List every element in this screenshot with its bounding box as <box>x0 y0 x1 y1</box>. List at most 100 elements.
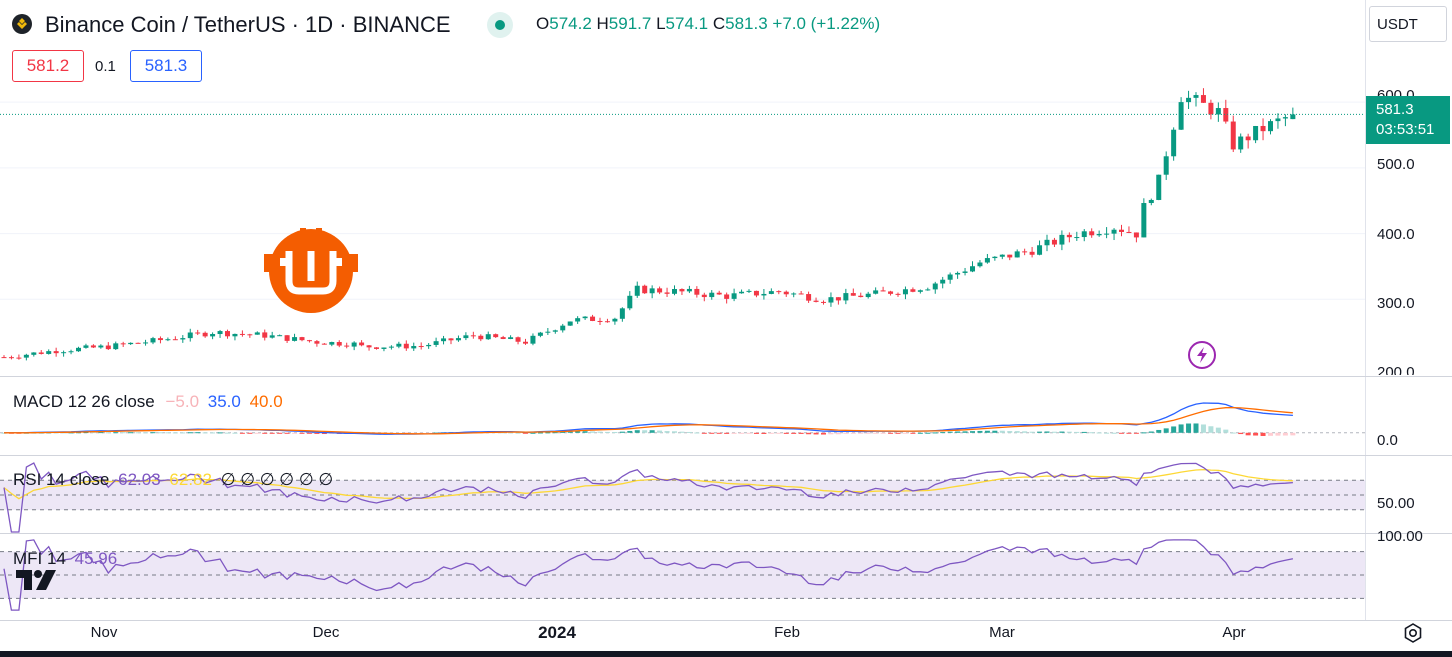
candle-body <box>98 345 104 348</box>
candle-body <box>172 339 178 341</box>
macd-histogram-bar <box>1141 432 1147 434</box>
settings-gear-icon[interactable] <box>1403 623 1423 643</box>
macd-histogram-bar <box>232 432 238 434</box>
candle-body <box>672 289 677 294</box>
candle-body <box>1059 234 1065 245</box>
macd-histogram-bar <box>806 432 812 435</box>
ohlc-readout: O574.2 H591.7 L574.1 C581.3 +7.0 (+1.22%… <box>536 14 881 33</box>
candle-body <box>1037 245 1043 255</box>
buy-button[interactable]: 581.3 <box>130 50 202 82</box>
macd-histogram-bar <box>225 432 230 434</box>
candle-body <box>441 338 447 342</box>
macd-histogram-bar <box>679 431 685 433</box>
candle-body <box>269 335 275 338</box>
macd-histogram-bar <box>247 432 253 434</box>
candle-body <box>187 332 193 339</box>
candle-body <box>627 295 633 309</box>
macd-signal-line <box>4 406 1293 435</box>
candle-body <box>523 341 528 344</box>
macd-histogram-bar <box>791 432 797 434</box>
candle-body <box>128 342 134 345</box>
macd-histogram-bar <box>90 432 96 434</box>
candle-body <box>1156 174 1162 200</box>
macd-histogram-bar <box>739 432 745 434</box>
candle-body <box>426 344 432 347</box>
pane-separator-rsi[interactable] <box>0 455 1452 456</box>
candle-body <box>940 279 946 284</box>
macd-histogram-bar <box>1074 431 1080 433</box>
macd-histogram-bar <box>1059 431 1065 433</box>
candle-body <box>225 331 230 337</box>
macd-histogram-bar <box>992 430 998 433</box>
candle-body <box>828 297 834 303</box>
candle-body <box>619 308 625 319</box>
candle-body <box>567 321 573 326</box>
macd-histogram-bar <box>1223 429 1229 433</box>
candle-body <box>381 347 387 349</box>
sell-button[interactable]: 581.2 <box>12 50 84 82</box>
price-axis-border <box>1365 0 1366 620</box>
macd-histogram-bar <box>709 432 715 434</box>
macd-histogram-bar <box>284 432 290 434</box>
candle-body <box>388 346 394 348</box>
macd-legend[interactable]: MACD 12 26 close −5.0 35.0 40.0 <box>13 392 283 412</box>
candle-body <box>8 357 14 359</box>
macd-histogram-bar <box>1282 432 1288 436</box>
macd-histogram-bar <box>321 432 327 435</box>
candle-body <box>880 290 886 292</box>
time-axis-label: 2024 <box>538 623 576 642</box>
candle-body <box>321 343 327 345</box>
time-axis-label: Mar <box>989 624 1015 641</box>
macd-histogram-bar <box>1096 432 1102 434</box>
candle-body <box>597 320 603 322</box>
macd-histogram-bar <box>746 432 752 434</box>
candle-body <box>292 337 298 341</box>
rsi-legend[interactable]: RSI 14 close 62.03 62.82 ∅ ∅ ∅ ∅ ∅ ∅ <box>13 470 333 490</box>
macd-histogram-bar <box>1186 423 1192 433</box>
candle-body <box>537 332 543 336</box>
candle-body <box>686 288 692 292</box>
macd-histogram-bar <box>1104 432 1110 434</box>
macd-histogram-bar <box>217 432 223 434</box>
candle-body <box>888 291 894 294</box>
tradingview-logo[interactable] <box>14 566 66 594</box>
macd-histogram-bar <box>962 431 968 433</box>
macd-histogram-bar <box>925 432 931 434</box>
candle-body <box>1268 121 1273 132</box>
candle-body <box>716 292 722 295</box>
currency-selector[interactable]: USDT <box>1369 6 1447 42</box>
macd-histogram-bar <box>239 432 245 434</box>
macd-histogram-bar <box>172 432 178 434</box>
macd-histogram-bar <box>187 432 193 434</box>
candle-body <box>433 341 439 345</box>
macd-histogram-bar <box>761 432 767 434</box>
bar-countdown: 03:53:51 <box>1376 121 1435 138</box>
candle-body <box>478 335 484 340</box>
candle-body <box>612 318 618 322</box>
mfi-legend[interactable]: MFI 14 45.96 <box>13 549 117 569</box>
symbol-title[interactable]: Binance Coin / TetherUS · 1D · BINANCE <box>45 12 451 37</box>
macd-histogram-bar <box>262 432 268 434</box>
macd-histogram-bar <box>850 432 856 434</box>
candle-body <box>120 343 126 345</box>
candle-body <box>1148 199 1154 204</box>
candle-body <box>955 272 961 275</box>
chart-canvas[interactable] <box>0 0 1365 620</box>
candle-body <box>1022 251 1028 253</box>
macd-histogram-bar <box>1014 431 1020 433</box>
lightning-icon[interactable] <box>1187 340 1217 370</box>
candle-body <box>1089 231 1095 236</box>
candle-body <box>46 351 52 354</box>
candle-body <box>105 345 111 350</box>
candle-body <box>396 343 402 347</box>
candle-body <box>1096 233 1102 236</box>
candle-body <box>1178 102 1184 130</box>
candle-body <box>850 293 856 296</box>
macd-histogram-bar <box>1066 431 1072 433</box>
candle-body <box>835 297 841 301</box>
candle-body <box>1208 102 1214 115</box>
macd-histogram-bar <box>724 432 730 434</box>
pane-separator-macd[interactable] <box>0 376 1452 377</box>
candle-body <box>999 254 1005 257</box>
pane-separator-mfi[interactable] <box>0 533 1452 534</box>
